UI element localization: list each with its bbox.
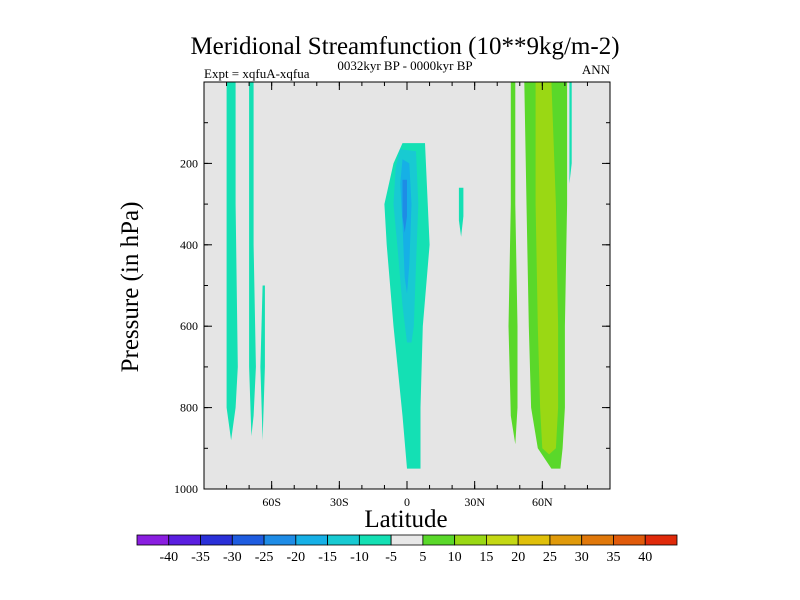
colorbar-label: -30 — [223, 550, 242, 565]
x-tick-label: 60S — [262, 495, 281, 509]
colorbar-label: -10 — [350, 550, 369, 565]
colorbar-box — [517, 534, 551, 546]
antarctic-neg-cell-c — [260, 285, 265, 441]
tropical-neg-cell-core — [402, 179, 407, 233]
colorbar-box — [327, 534, 360, 546]
colorbar-box — [422, 534, 456, 546]
x-tick-label: 60N — [532, 495, 553, 509]
y-tick-label: 800 — [180, 401, 198, 415]
nh-neg-sliver — [569, 82, 572, 184]
colorbar-label: 5 — [419, 550, 426, 565]
colorbar-label: -5 — [385, 550, 397, 565]
colorbar-label: -40 — [159, 550, 178, 565]
colorbar-box — [136, 534, 170, 546]
antarctic-neg-cell-b — [249, 82, 256, 437]
nh-pos-cell-c — [535, 82, 559, 455]
colorbar-box — [295, 534, 328, 546]
colorbar-label: -15 — [318, 550, 337, 565]
colorbar-box — [390, 534, 424, 546]
period-label: 0032kyr BP - 0000kyr BP — [337, 58, 472, 73]
colorbar-box — [200, 534, 233, 546]
y-axis-label: Pressure (in hPa) — [117, 202, 144, 373]
x-axis-label: Latitude — [364, 506, 447, 533]
colorbar-box — [231, 534, 265, 546]
colorbar-box — [358, 534, 392, 546]
colorbar-label: -20 — [286, 550, 305, 565]
colorbar-label: -35 — [191, 550, 210, 565]
y-tick-label: 600 — [180, 319, 198, 333]
colorbar-box — [168, 534, 201, 546]
colorbar-label: 20 — [511, 550, 525, 565]
colorbar-box — [644, 534, 678, 546]
contour-regions — [226, 82, 572, 469]
colorbar-label: -25 — [255, 550, 274, 565]
x-tick-label: 0 — [404, 495, 410, 509]
colorbar-label: 15 — [479, 550, 493, 565]
x-tick-label: 30N — [464, 495, 485, 509]
chart-title: Meridional Streamfunction (10**9kg/m-2) — [190, 33, 619, 60]
colorbar-label: 30 — [575, 550, 589, 565]
colorbar-label: 40 — [638, 550, 652, 565]
colorbar-box — [263, 534, 297, 546]
colorbar-box — [454, 534, 487, 546]
colorbar-box — [613, 534, 646, 546]
x-tick-label: 30S — [330, 495, 349, 509]
y-tick-label: 1000 — [174, 482, 198, 496]
y-tick-label: 400 — [180, 238, 198, 252]
colorbar-label: 35 — [607, 550, 621, 565]
colorbar: -40 -35 -30 -25 -20 -15 -10 -5 5 10 15 20 25 30 35 40 — [136, 534, 678, 565]
nh-pos-cell-a — [508, 82, 518, 445]
colorbar-label: 10 — [448, 550, 462, 565]
colorbar-box — [549, 534, 583, 546]
antarctic-neg-cell-a — [226, 82, 238, 441]
colorbar-box — [486, 534, 519, 546]
small-neg-cell-25n — [458, 187, 464, 237]
colorbar-box — [581, 534, 614, 546]
experiment-label: Expt = xqfuA-xqfua — [204, 66, 310, 81]
y-tick-label: 200 — [180, 156, 198, 170]
axis-ticks: 60S 30S 0 30N 60N 200 400 600 800 1000 — [174, 82, 611, 509]
colorbar-label: 25 — [543, 550, 557, 565]
season-label: ANN — [582, 62, 611, 77]
